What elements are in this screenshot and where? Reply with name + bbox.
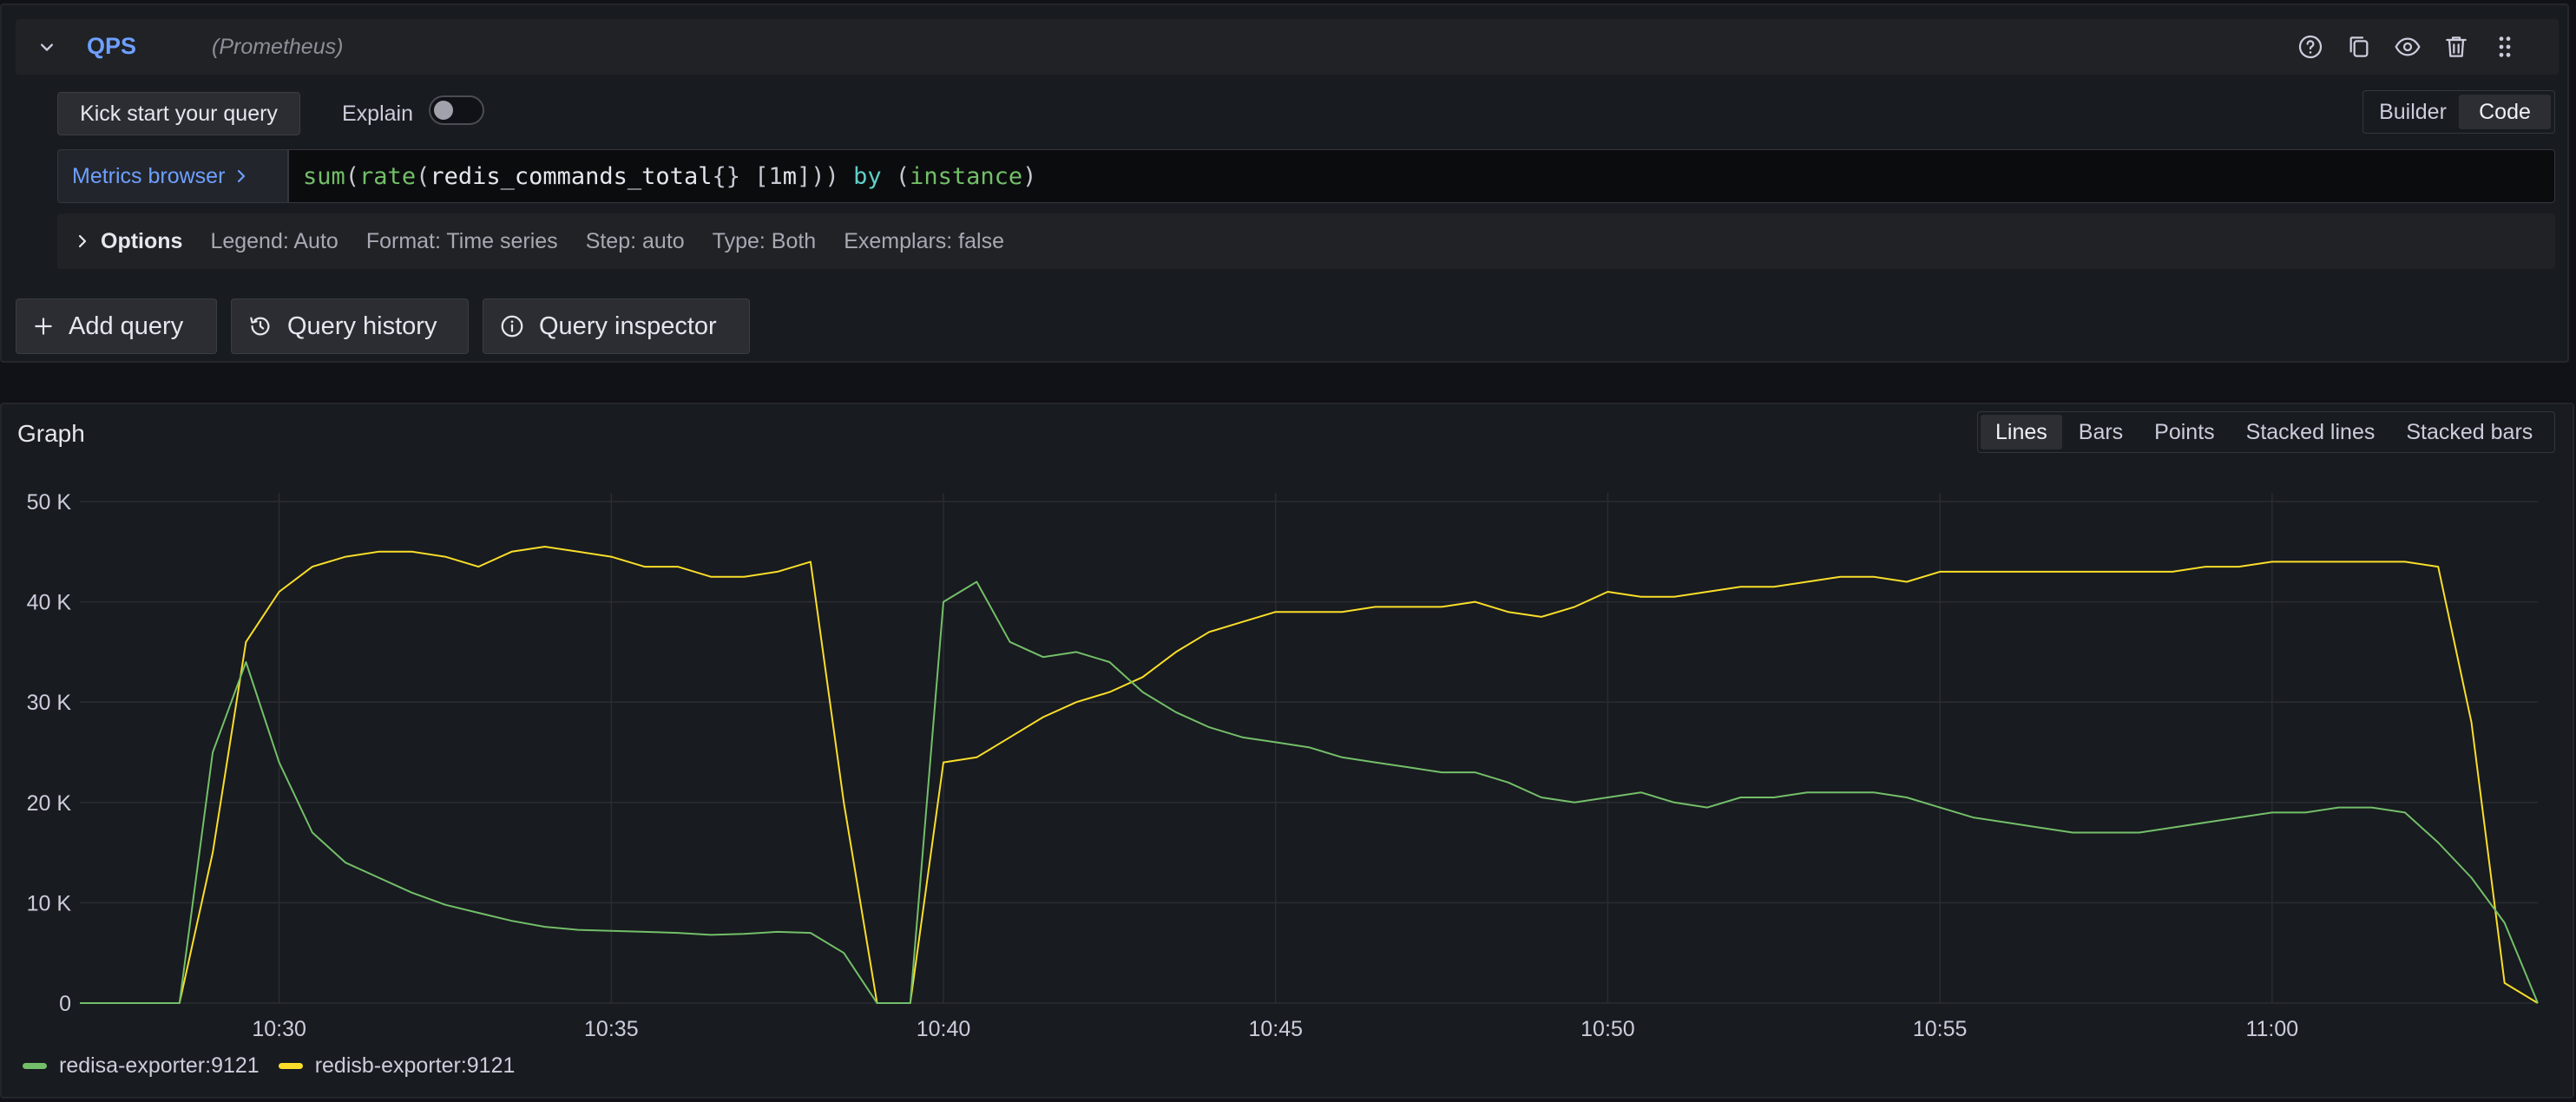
legend-item-series-a[interactable]: redisa-exporter:9121	[23, 1053, 260, 1079]
x-tick-label: 10:40	[917, 1017, 971, 1041]
promql-token: (	[895, 162, 910, 190]
options-toggle[interactable]: Options	[76, 229, 182, 254]
promql-token	[839, 163, 853, 190]
add-query-button[interactable]: Add query	[16, 298, 217, 354]
query-name[interactable]: QPS	[87, 33, 137, 59]
add-query-label: Add query	[69, 312, 184, 340]
viz-lines-button[interactable]: Lines	[1981, 415, 2062, 449]
y-tick-label: 50 K	[27, 490, 72, 515]
y-tick-label: 20 K	[27, 791, 72, 816]
legend-label: redisb-exporter:9121	[314, 1053, 516, 1078]
legend-label: redisa-exporter:9121	[59, 1053, 260, 1078]
chart-legend: redisa-exporter:9121 redisb-exporter:912…	[23, 1053, 515, 1079]
legend-swatch	[23, 1063, 47, 1069]
plus-icon	[35, 318, 52, 335]
x-tick-label: 10:45	[1248, 1017, 1303, 1041]
graph-panel: Graph Lines Bars Points Stacked lines St…	[0, 403, 2574, 1099]
toggle-knob	[434, 101, 453, 120]
promql-token: (	[416, 162, 430, 190]
series-line-redisb	[80, 546, 2539, 1004]
metrics-browser-label: Metrics browser	[72, 163, 226, 188]
x-tick-label: 11:00	[2245, 1017, 2298, 1041]
visualization-type-switch: Lines Bars Points Stacked lines Stacked …	[1977, 411, 2555, 453]
query-code-editor[interactable]: sum(rate(redis_commands_total{} [1m])) b…	[288, 149, 2555, 203]
y-tick-label: 10 K	[27, 891, 72, 915]
chevron-right-icon	[238, 169, 246, 183]
promql-function: rate	[359, 162, 417, 190]
query-history-label: Query history	[287, 312, 437, 340]
graph-title: Graph	[17, 420, 85, 447]
viz-bars-button[interactable]: Bars	[2078, 419, 2124, 444]
datasource-label: (Prometheus)	[212, 35, 344, 59]
x-tick-label: 10:35	[584, 1017, 639, 1041]
promql-token: {}	[712, 162, 740, 190]
duplicate-icon[interactable]	[2345, 33, 2373, 61]
option-step: Step: auto	[585, 228, 685, 253]
x-tick-label: 10:30	[252, 1017, 306, 1041]
options-title: Options	[101, 228, 183, 253]
promql-metric: m	[782, 162, 798, 190]
legend-item-series-b[interactable]: redisb-exporter:9121	[278, 1053, 516, 1079]
builder-mode-button[interactable]: Builder	[2379, 99, 2447, 124]
promql-token	[882, 163, 896, 190]
x-tick-label: 10:55	[1913, 1017, 1968, 1041]
legend-swatch	[278, 1063, 303, 1069]
time-series-chart[interactable]: 0 10 K 20 K 30 K 40 K 50 K 10:30 10:35 10:40 10:4…	[2, 465, 2573, 1046]
editor-mode-switch: Builder Code	[2362, 90, 2555, 134]
chevron-right-icon	[78, 234, 87, 248]
x-tick-label: 10:50	[1580, 1017, 1635, 1041]
option-format: Format: Time series	[365, 228, 558, 253]
promql-token: )	[1022, 162, 1037, 190]
y-tick-label: 40 K	[27, 591, 72, 615]
metrics-browser-button[interactable]: Metrics browser	[57, 149, 288, 203]
promql-function: sum	[303, 162, 345, 190]
promql-token: ]))	[797, 162, 839, 190]
promql-token: [1	[754, 162, 783, 190]
y-tick-label: 0	[59, 992, 71, 1016]
trash-icon[interactable]	[2442, 33, 2470, 61]
y-tick-label: 30 K	[27, 691, 72, 715]
viz-stacked-lines-button[interactable]: Stacked lines	[2245, 419, 2376, 444]
option-type: Type: Both	[712, 228, 817, 253]
promql-token	[740, 163, 754, 190]
series-line-redisa	[80, 581, 2539, 1004]
explain-toggle[interactable]	[429, 95, 484, 125]
query-inspector-label: Query inspector	[539, 312, 717, 340]
option-legend: Legend: Auto	[210, 228, 338, 253]
viz-points-button[interactable]: Points	[2154, 419, 2215, 444]
drag-handle-icon[interactable]	[2491, 33, 2519, 61]
query-row-header: QPS (Prometheus)	[16, 19, 2559, 75]
promql-keyword: by	[853, 162, 882, 190]
promql-label: instance	[910, 162, 1023, 190]
eye-icon[interactable]	[2394, 33, 2422, 61]
query-history-button[interactable]: Query history	[231, 298, 469, 354]
viz-stacked-bars-button[interactable]: Stacked bars	[2406, 419, 2533, 444]
promql-metric: redis_commands_total	[430, 162, 713, 190]
promql-token: (	[345, 162, 360, 190]
help-icon[interactable]	[2297, 33, 2324, 61]
code-mode-button[interactable]: Code	[2459, 95, 2551, 129]
query-inspector-button[interactable]: Query inspector	[483, 298, 750, 354]
kick-start-query-button[interactable]: Kick start your query	[57, 92, 300, 135]
query-editor-panel: QPS (Prometheus) Kick start your query E…	[0, 3, 2569, 363]
history-icon	[250, 317, 270, 336]
explain-label: Explain	[342, 102, 413, 126]
query-options-row: Options Legend: Auto Format: Time series…	[57, 213, 2555, 269]
chevron-down-icon[interactable]	[35, 35, 59, 59]
query-expression: sum(rate(redis_commands_total{} [1m])) b…	[303, 163, 1036, 190]
info-icon	[501, 315, 523, 338]
option-exemplars: Exemplars: false	[844, 228, 1004, 253]
